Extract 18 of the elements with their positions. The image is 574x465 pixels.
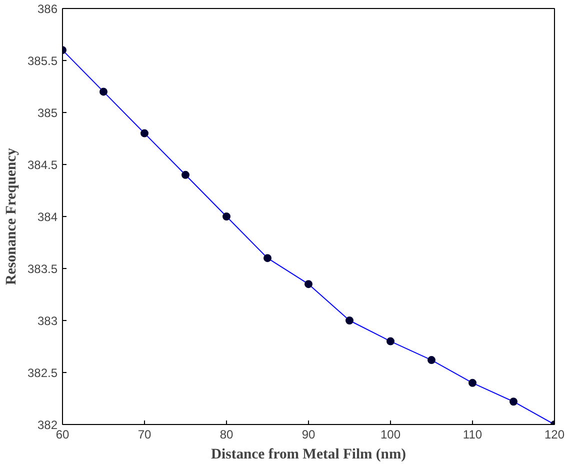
x-tick-label: 60 [56, 428, 70, 442]
y-tick-label: 384 [37, 210, 58, 224]
y-tick-label: 382.5 [27, 366, 58, 380]
x-tick-label: 90 [302, 428, 316, 442]
y-tick-label: 385.5 [27, 54, 58, 68]
y-tick-label: 386 [37, 2, 58, 16]
y-axis-title: Resonance Frequency [3, 147, 20, 285]
x-tick-label: 100 [380, 428, 401, 442]
x-tick-label: 110 [462, 428, 482, 442]
y-tick-label: 382 [37, 418, 58, 432]
x-tick-label: 80 [220, 428, 234, 442]
x-tick-label: 70 [138, 428, 152, 442]
y-tick-label: 384.5 [27, 158, 58, 172]
y-tick-label: 383.5 [27, 262, 58, 276]
x-tick-label: 120 [544, 428, 565, 442]
y-tick-label: 383 [37, 314, 58, 328]
x-axis-title: Distance from Metal Film (nm) [210, 446, 406, 462]
y-tick-label: 385 [37, 106, 58, 120]
